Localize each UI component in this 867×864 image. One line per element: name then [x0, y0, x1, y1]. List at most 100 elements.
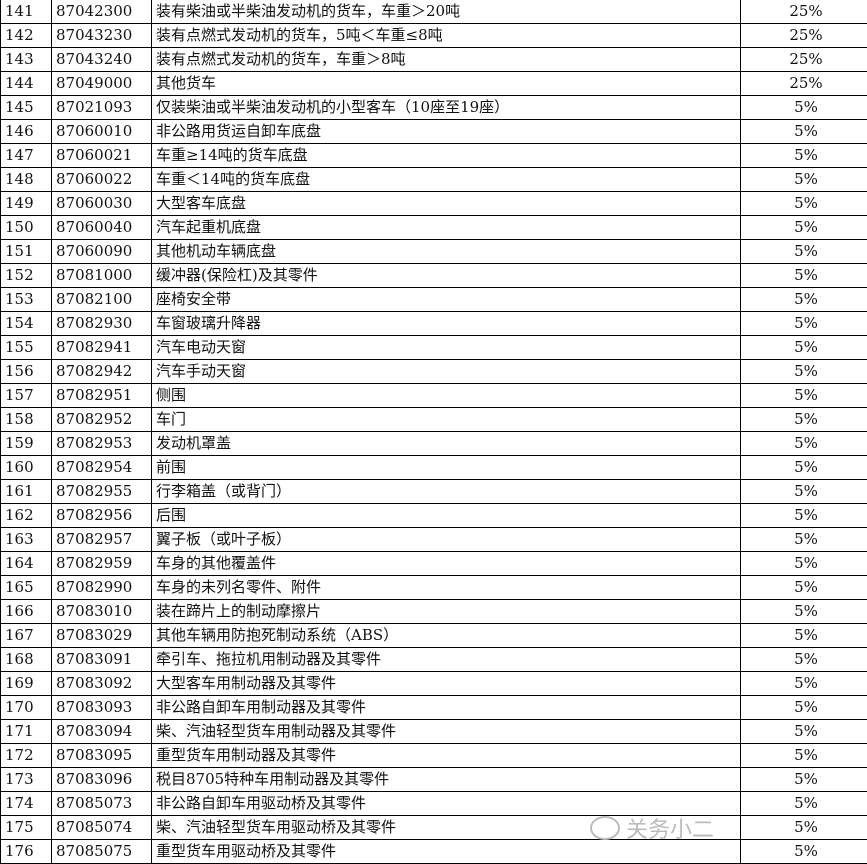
tariff-rate: 5%	[741, 672, 867, 696]
tariff-rate: 5%	[741, 120, 867, 144]
hs-code: 87083096	[52, 768, 152, 792]
description: 车窗玻璃升降器	[152, 312, 741, 336]
description: 车身的未列名零件、附件	[152, 576, 741, 600]
description: 其他货车	[152, 72, 741, 96]
hs-code: 87060090	[52, 240, 152, 264]
hs-code: 87043240	[52, 48, 152, 72]
description: 侧围	[152, 384, 741, 408]
row-number: 153	[1, 288, 52, 312]
description: 车身的其他覆盖件	[152, 552, 741, 576]
tariff-rate: 5%	[741, 168, 867, 192]
description: 大型客车用制动器及其零件	[152, 672, 741, 696]
row-number: 156	[1, 360, 52, 384]
row-number: 151	[1, 240, 52, 264]
row-number: 160	[1, 456, 52, 480]
tariff-rate: 5%	[741, 360, 867, 384]
row-number: 144	[1, 72, 52, 96]
hs-code: 87060022	[52, 168, 152, 192]
tariff-rate: 5%	[741, 696, 867, 720]
row-number: 149	[1, 192, 52, 216]
tariff-rate: 5%	[741, 528, 867, 552]
description: 非公路用货运自卸车底盘	[152, 120, 741, 144]
watermark: 关务小二	[590, 812, 714, 844]
hs-code: 87060021	[52, 144, 152, 168]
description: 其他机动车辆底盘	[152, 240, 741, 264]
hs-code: 87085074	[52, 816, 152, 840]
hs-code: 87085075	[52, 840, 152, 864]
hs-code: 87082930	[52, 312, 152, 336]
description: 车重≥14吨的货车底盘	[152, 144, 741, 168]
row-number: 166	[1, 600, 52, 624]
description: 其他车辆用防抱死制动系统（ABS）	[152, 624, 741, 648]
description: 仅装柴油或半柴油发动机的小型客车（10座至19座）	[152, 96, 741, 120]
hs-code: 87021093	[52, 96, 152, 120]
description: 缓冲器(保险杠)及其零件	[152, 264, 741, 288]
description: 汽车手动天窗	[152, 360, 741, 384]
tariff-rate: 5%	[741, 96, 867, 120]
tariff-rate: 5%	[741, 456, 867, 480]
description: 税目8705特种车用制动器及其零件	[152, 768, 741, 792]
tariff-rate: 5%	[741, 144, 867, 168]
row-number: 152	[1, 264, 52, 288]
row-number: 169	[1, 672, 52, 696]
tariff-rate: 25%	[741, 72, 867, 96]
hs-code: 87085073	[52, 792, 152, 816]
tariff-rate: 5%	[741, 264, 867, 288]
row-number: 164	[1, 552, 52, 576]
row-number: 150	[1, 216, 52, 240]
tariff-rate: 5%	[741, 240, 867, 264]
row-number: 168	[1, 648, 52, 672]
tariff-rate: 5%	[741, 600, 867, 624]
row-number: 171	[1, 720, 52, 744]
description: 牵引车、拖拉机用制动器及其零件	[152, 648, 741, 672]
row-number: 162	[1, 504, 52, 528]
row-number: 170	[1, 696, 52, 720]
description: 重型货车用制动器及其零件	[152, 744, 741, 768]
description: 后围	[152, 504, 741, 528]
hs-code: 87043230	[52, 24, 152, 48]
row-number: 173	[1, 768, 52, 792]
row-number: 146	[1, 120, 52, 144]
row-number: 147	[1, 144, 52, 168]
tariff-rate: 5%	[741, 792, 867, 816]
tariff-rate: 5%	[741, 408, 867, 432]
row-number: 175	[1, 816, 52, 840]
tariff-rate: 5%	[741, 624, 867, 648]
row-number: 163	[1, 528, 52, 552]
description: 前围	[152, 456, 741, 480]
tariff-rate: 5%	[741, 480, 867, 504]
hs-code: 87083029	[52, 624, 152, 648]
row-number: 159	[1, 432, 52, 456]
row-number: 158	[1, 408, 52, 432]
hs-code: 87082954	[52, 456, 152, 480]
description: 汽车电动天窗	[152, 336, 741, 360]
row-number: 148	[1, 168, 52, 192]
description: 翼子板（或叶子板）	[152, 528, 741, 552]
tariff-rate: 5%	[741, 552, 867, 576]
hs-code: 87060040	[52, 216, 152, 240]
row-number: 141	[1, 0, 52, 24]
description: 车重＜14吨的货车底盘	[152, 168, 741, 192]
description: 发动机罩盖	[152, 432, 741, 456]
hs-code: 87082959	[52, 552, 152, 576]
